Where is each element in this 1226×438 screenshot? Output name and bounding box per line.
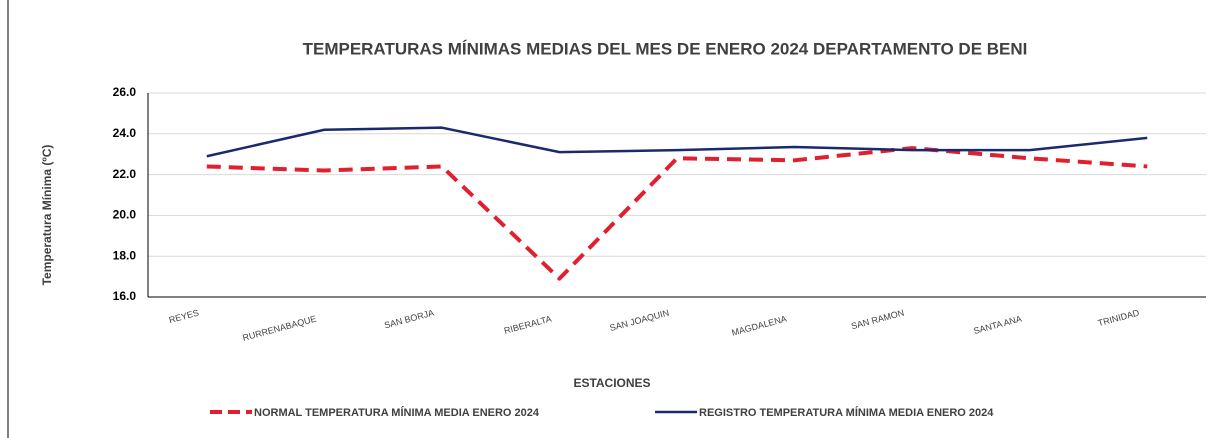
- y-tick-label: 20.0: [113, 208, 137, 222]
- series-line: [206, 126, 1148, 158]
- y-tick-label: 16.0: [113, 289, 137, 303]
- legend-label: NORMAL TEMPERATURA MÍNIMA MEDIA ENERO 20…: [254, 406, 540, 419]
- x-tick-label: MAGDALENA: [731, 314, 788, 338]
- x-tick-label: SAN RAMON: [850, 308, 905, 332]
- x-tick-label: SAN JOAQUIN: [609, 308, 671, 333]
- y-tick-label: 18.0: [113, 248, 137, 262]
- x-tick-label: TRINIDAD: [1097, 307, 1141, 328]
- x-tick-label: RURRENABAQUE: [241, 314, 317, 343]
- x-tick-label: SAN BORJA: [383, 308, 435, 331]
- y-axis-label: Temperatura Mínima (ºC): [40, 145, 54, 286]
- y-tick-label: 22.0: [113, 167, 137, 181]
- x-tick-label: REYES: [168, 308, 200, 326]
- y-tick-label: 26.0: [113, 85, 137, 99]
- y-tick-label: 24.0: [113, 126, 137, 140]
- chart-title: TEMPERATURAS MÍNIMAS MEDIAS DEL MES DE E…: [303, 39, 1028, 58]
- x-tick-label: SANTA ANA: [973, 314, 1023, 336]
- x-axis-label: ESTACIONES: [573, 376, 650, 390]
- legend-label: REGISTRO TEMPERATURA MÍNIMA MEDIA ENERO …: [699, 406, 994, 419]
- x-tick-label: RIBERALTA: [503, 314, 553, 336]
- series-line: [206, 146, 1148, 281]
